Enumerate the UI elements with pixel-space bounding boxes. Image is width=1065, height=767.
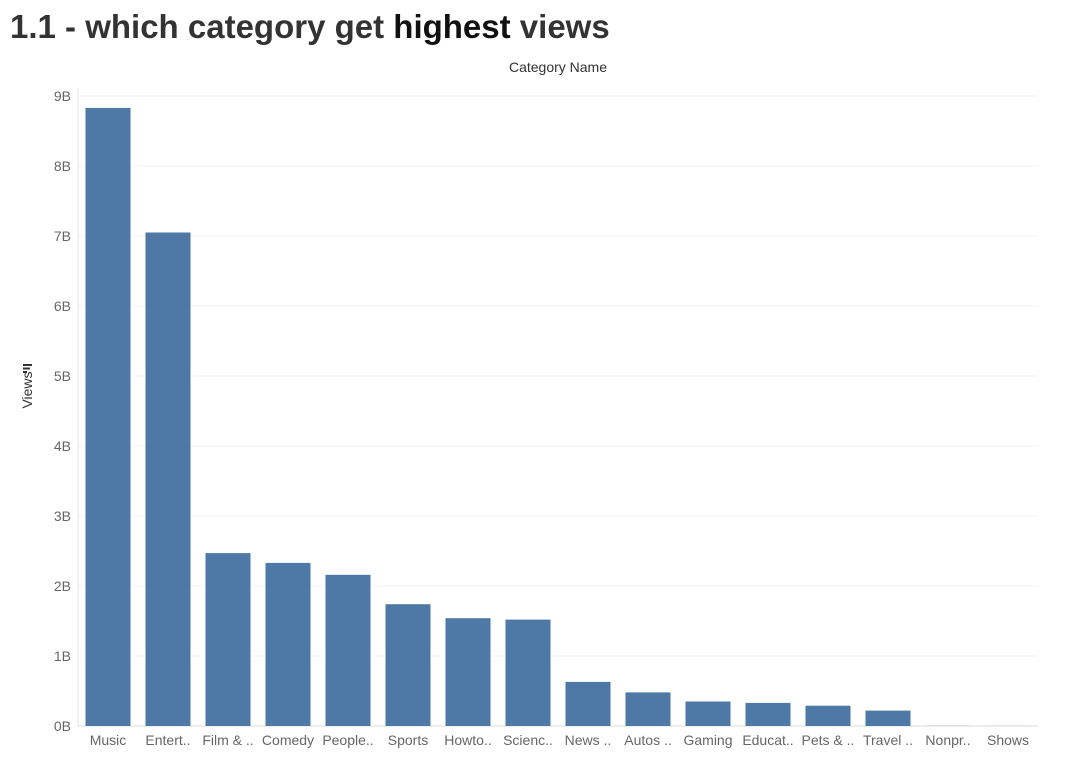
bar[interactable] <box>625 692 671 726</box>
y-tick-label: 7B <box>54 228 71 244</box>
sort-icon[interactable] <box>23 364 32 373</box>
x-tick-label: Gaming <box>683 732 732 748</box>
y-axis-title-group: Views <box>19 371 35 408</box>
y-tick-label: 1B <box>54 648 71 664</box>
x-tick-label: Music <box>90 732 127 748</box>
bar[interactable] <box>505 619 551 726</box>
y-tick-label: 5B <box>54 368 71 384</box>
y-tick-label: 6B <box>54 298 71 314</box>
x-tick-label: People.. <box>322 732 373 748</box>
y-tick-label: 8B <box>54 158 71 174</box>
x-axis-title: Category Name <box>509 59 607 75</box>
x-tick-label: News .. <box>565 732 612 748</box>
bar[interactable] <box>385 604 431 726</box>
y-tick-label: 2B <box>54 578 71 594</box>
x-tick-label: Entert.. <box>145 732 190 748</box>
bar[interactable] <box>685 701 731 727</box>
x-tick-label: Shows <box>987 732 1029 748</box>
bar[interactable] <box>865 710 911 726</box>
bar[interactable] <box>265 562 311 726</box>
y-axis: 0B 1B 2B 3B 4B 5B 6B 7B 8B 9B <box>54 88 71 734</box>
title-text: 1.1 - which category get <box>10 8 394 45</box>
x-tick-label: Pets & .. <box>802 732 855 748</box>
x-tick-label: Educat.. <box>742 732 793 748</box>
y-tick-label: 3B <box>54 508 71 524</box>
bar[interactable] <box>445 618 491 726</box>
x-tick-label: Comedy <box>262 732 314 748</box>
y-tick-label: 9B <box>54 88 71 104</box>
x-tick-label: Film & .. <box>202 732 253 748</box>
y-axis-title: Views <box>19 371 35 408</box>
bar[interactable] <box>805 705 851 726</box>
bars <box>85 107 1031 727</box>
bar[interactable] <box>205 553 251 726</box>
x-tick-label: Nonpr.. <box>925 732 970 748</box>
title-text-end: views <box>510 8 610 45</box>
bar[interactable] <box>85 107 131 726</box>
bar[interactable] <box>145 232 191 727</box>
x-tick-label: Autos .. <box>624 732 671 748</box>
x-tick-label: Sports <box>388 732 428 748</box>
y-tick-label: 0B <box>54 718 71 734</box>
bar[interactable] <box>565 681 611 726</box>
bar[interactable] <box>325 574 371 726</box>
x-axis: Music Entert.. Film & .. Comedy People.. Spor… <box>90 732 1029 748</box>
x-tick-label: Howto.. <box>444 732 491 748</box>
x-tick-label: Scienc.. <box>503 732 553 748</box>
bar[interactable] <box>745 702 791 726</box>
title-emphasis: highest <box>393 8 511 45</box>
x-tick-label: Travel .. <box>863 732 913 748</box>
y-tick-label: 4B <box>54 438 71 454</box>
page-title: 1.1 - which category get highest views <box>10 8 610 46</box>
